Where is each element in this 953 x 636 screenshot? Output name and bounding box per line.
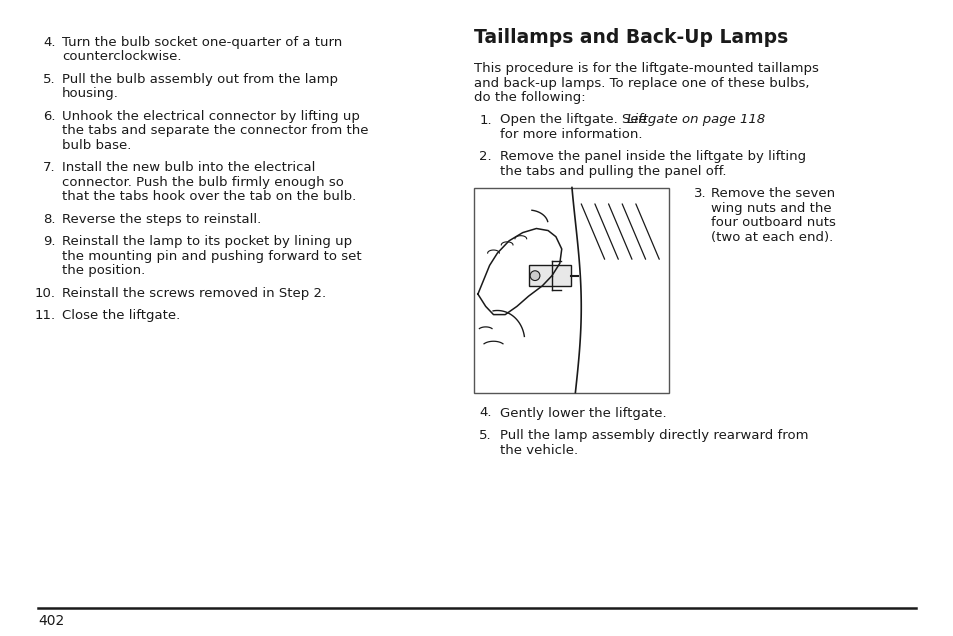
- Text: Remove the panel inside the liftgate by lifting: Remove the panel inside the liftgate by …: [499, 151, 805, 163]
- Text: Install the new bulb into the electrical: Install the new bulb into the electrical: [62, 162, 315, 174]
- Text: housing.: housing.: [62, 88, 119, 100]
- Text: 11.: 11.: [35, 310, 56, 322]
- Text: Open the liftgate. See: Open the liftgate. See: [499, 113, 651, 127]
- Text: connector. Push the bulb firmly enough so: connector. Push the bulb firmly enough s…: [62, 176, 343, 189]
- Text: Pull the lamp assembly directly rearward from: Pull the lamp assembly directly rearward…: [499, 429, 807, 442]
- Text: 5.: 5.: [43, 73, 56, 86]
- Text: the mounting pin and pushing forward to set: the mounting pin and pushing forward to …: [62, 250, 361, 263]
- Text: 6.: 6.: [44, 110, 56, 123]
- Text: 9.: 9.: [44, 235, 56, 249]
- Text: Reverse the steps to reinstall.: Reverse the steps to reinstall.: [62, 213, 261, 226]
- Text: Taillamps and Back-Up Lamps: Taillamps and Back-Up Lamps: [474, 28, 787, 47]
- Circle shape: [530, 271, 539, 280]
- Text: 4.: 4.: [479, 406, 492, 420]
- Text: 7.: 7.: [43, 162, 56, 174]
- Text: that the tabs hook over the tab on the bulb.: that the tabs hook over the tab on the b…: [62, 191, 355, 204]
- Text: the position.: the position.: [62, 265, 145, 277]
- Text: 5.: 5.: [478, 429, 492, 442]
- Text: (two at each end).: (two at each end).: [710, 231, 832, 244]
- Text: 1.: 1.: [478, 113, 492, 127]
- Text: and back-up lamps. To replace one of these bulbs,: and back-up lamps. To replace one of the…: [474, 76, 809, 90]
- Text: This procedure is for the liftgate-mounted taillamps: This procedure is for the liftgate-mount…: [474, 62, 818, 75]
- Text: 8.: 8.: [44, 213, 56, 226]
- Text: counterclockwise.: counterclockwise.: [62, 50, 181, 64]
- Text: for more information.: for more information.: [499, 128, 641, 141]
- Text: do the following:: do the following:: [474, 91, 585, 104]
- Text: 4.: 4.: [44, 36, 56, 49]
- Text: wing nuts and the: wing nuts and the: [710, 202, 831, 215]
- Text: the tabs and separate the connector from the: the tabs and separate the connector from…: [62, 125, 368, 137]
- Text: 2.: 2.: [478, 151, 492, 163]
- Text: Turn the bulb socket one-quarter of a turn: Turn the bulb socket one-quarter of a tu…: [62, 36, 342, 49]
- Text: Reinstall the lamp to its pocket by lining up: Reinstall the lamp to its pocket by lini…: [62, 235, 352, 249]
- Text: 10.: 10.: [35, 287, 56, 300]
- Text: Close the liftgate.: Close the liftgate.: [62, 310, 180, 322]
- Text: the tabs and pulling the panel off.: the tabs and pulling the panel off.: [499, 165, 726, 178]
- Text: four outboard nuts: four outboard nuts: [710, 216, 835, 230]
- Text: 3.: 3.: [694, 188, 706, 200]
- Text: 402: 402: [38, 614, 64, 628]
- Bar: [528, 265, 571, 286]
- Text: Reinstall the screws removed in Step 2.: Reinstall the screws removed in Step 2.: [62, 287, 326, 300]
- Text: Pull the bulb assembly out from the lamp: Pull the bulb assembly out from the lamp: [62, 73, 337, 86]
- Text: Remove the seven: Remove the seven: [710, 188, 834, 200]
- Bar: [474, 188, 668, 392]
- Text: bulb base.: bulb base.: [62, 139, 132, 152]
- Text: Unhook the electrical connector by lifting up: Unhook the electrical connector by lifti…: [62, 110, 359, 123]
- Text: Liftgate on page 118: Liftgate on page 118: [626, 113, 764, 127]
- Text: the vehicle.: the vehicle.: [499, 443, 578, 457]
- Text: Gently lower the liftgate.: Gently lower the liftgate.: [499, 406, 666, 420]
